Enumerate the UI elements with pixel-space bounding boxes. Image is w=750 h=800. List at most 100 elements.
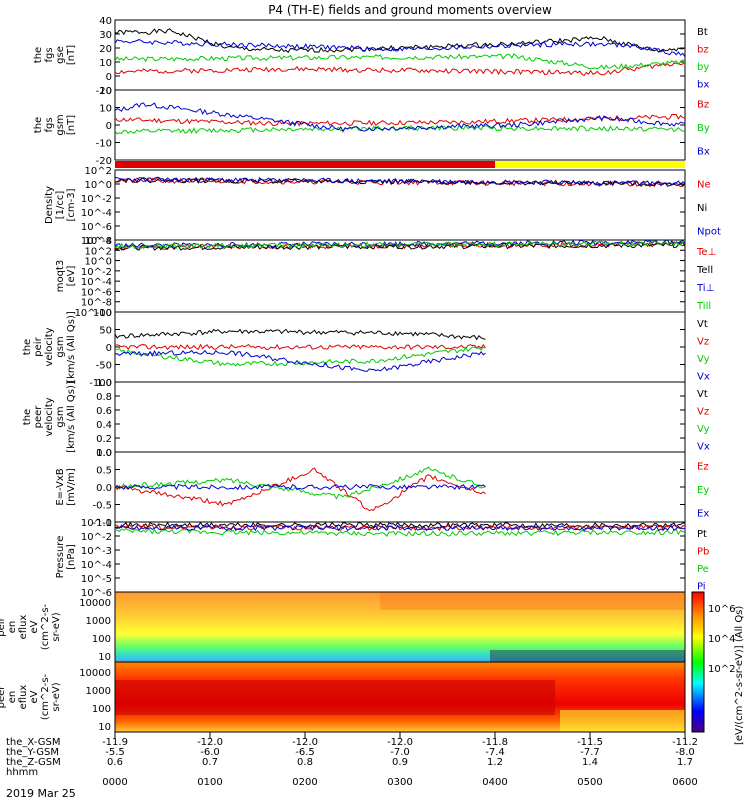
y-tick-label: 10^-2 — [81, 194, 112, 205]
legend-entry: Vy — [697, 424, 710, 435]
peir-heatmap — [115, 592, 685, 662]
legend-entry: Vx — [697, 371, 710, 382]
y-axis-title-line: gsm — [55, 406, 66, 427]
y-axis-title-line: velocity — [44, 397, 55, 436]
colorbar: 10^6 10^4 10^2 [eV/(cm^2-s-sr-eV)] (All … — [691, 591, 745, 745]
legend-entry: bx — [697, 79, 709, 90]
y-axis-title-line: E=-VxB — [55, 468, 66, 505]
y-tick-label: 10^-8 — [81, 298, 112, 309]
y-tick-label: 1.0 — [96, 378, 112, 389]
y-axis-title: Density [1/cc] [cm-3] — [44, 186, 77, 224]
peer-heatmap-cool — [560, 710, 685, 732]
panel-frame — [114, 89, 686, 161]
legend-entry: Ey — [697, 485, 709, 496]
y-tick-label: 100 — [92, 704, 111, 715]
legend-entry: Vy — [697, 354, 710, 365]
y-axis-title: Pressure [nPa] — [55, 536, 77, 579]
series-line-Pt — [114, 521, 686, 529]
x-tick-label: 0300 — [387, 777, 412, 788]
y-axis-title-line: peer — [0, 685, 7, 709]
legend-entry: Pt — [697, 529, 707, 540]
y-tick-label: 10000 — [79, 668, 111, 679]
y-axis-title-line: the — [33, 117, 44, 133]
x-row-value: -7.7 — [580, 747, 600, 758]
y-axis-title-line: eV — [29, 620, 40, 633]
x-tick-label: 0400 — [482, 777, 507, 788]
y-tick-label: 0 — [106, 121, 112, 132]
y-tick-label: 10^-1 — [81, 518, 112, 529]
spectrogram-axis: 10000 1000 100 10 thepeerenefluxeV(cm^2-s-sr… — [0, 668, 111, 733]
x-row-value: -11.2 — [672, 737, 698, 748]
y-tick-label: 10^-4 — [81, 560, 112, 571]
y-tick-label: 100 — [92, 634, 111, 645]
peer-heatmap-hot — [115, 680, 555, 715]
legend-entry: Ex — [697, 508, 709, 519]
y-tick-label: 0.0 — [96, 448, 112, 459]
series-line-Ti⊥ — [114, 239, 686, 249]
legend-entry: Te⊥ — [696, 247, 716, 258]
panel-velocity_peer: 1.0 0.8 0.6 0.4 0.2 0.0 the peer velocity gsm [km/… — [22, 378, 710, 459]
y-tick-label: 0 — [106, 72, 112, 83]
x-tick-label: 0100 — [197, 777, 222, 788]
x-axis: 0000 0100 0200 0300 0400 0500 0600 the_X-GSM -11… — [6, 732, 698, 788]
y-tick-label: 100 — [93, 308, 112, 319]
y-axis-title-line: gsm — [55, 114, 66, 135]
legend-entry: bz — [697, 44, 709, 55]
series-line-Till — [114, 240, 686, 250]
y-axis-title-line: eV — [29, 690, 40, 703]
y-axis-title-line: [cm-3] — [66, 188, 77, 221]
series-line-Te⊥ — [114, 241, 686, 251]
y-tick-label: 10 — [99, 58, 112, 69]
legend-entry: Ni — [697, 203, 707, 214]
y-axis-title-line: [mV/m] — [66, 468, 77, 506]
y-axis-title-line: the — [22, 409, 33, 425]
panel-frame — [114, 19, 686, 91]
y-tick-label: 10^-6 — [81, 588, 112, 599]
x-row-value: -11.9 — [102, 737, 128, 748]
peir-lowenergy-speckle — [490, 650, 685, 662]
y-tick-label: 20 — [99, 86, 112, 97]
legend-entry: Vx — [697, 441, 710, 452]
series-line-Ne — [115, 177, 686, 188]
x-row-value: -12.0 — [387, 737, 413, 748]
y-axis-title-line: eflux — [18, 685, 29, 710]
x-row-value: -12.0 — [292, 737, 318, 748]
panel-velocity_peir: 100 50 0 -50 -100 the peir velocity gsm [km/s (Al… — [22, 308, 710, 389]
legend-entry: Till — [696, 301, 711, 312]
series-line-Ex — [114, 483, 486, 491]
y-axis-title-line: sr-eV) — [51, 682, 62, 711]
legend-entry: Npot — [697, 226, 721, 237]
y-axis-title-line: en — [7, 621, 18, 634]
y-tick-label: 10^0 — [85, 180, 112, 191]
series-line-By — [114, 124, 686, 135]
y-tick-label: 10^-2 — [81, 532, 112, 543]
y-tick-label: 10^0 — [85, 257, 112, 268]
x-row-value: 0.8 — [297, 757, 313, 768]
y-tick-label: 10^-6 — [81, 222, 112, 233]
x-row-value: -8.0 — [675, 747, 695, 758]
panel-frame — [114, 381, 686, 453]
legend-entry: Vz — [697, 406, 709, 417]
y-axis-title-line: peer — [33, 405, 44, 429]
y-axis-title-line: (cm^2-s- — [40, 603, 51, 650]
series-line-Pe — [114, 528, 686, 537]
series-line-Ez — [114, 467, 486, 512]
legend-entry: Pb — [697, 546, 709, 557]
y-tick-label: 10 — [98, 722, 111, 733]
x-row-label: the_X-GSM — [6, 737, 60, 748]
x-tick-label: 0200 — [292, 777, 317, 788]
panel-efield: 1.0 0.5 0.0 -0.5 -1.0 E=-VxB [mV/m] Ez Ey Ex — [55, 448, 709, 529]
colorbar-tick: 10^6 — [708, 604, 735, 615]
panel-temperature: 10^410^210^010^-210^-410^-610^-810^-10mo… — [55, 236, 716, 319]
series-line-Vt — [114, 328, 486, 341]
panel-fgs_gsm: 20 10 0 -10 -20 the fgs gsm [nT] Bz By Bx — [33, 86, 710, 167]
legend-entry: Bt — [697, 27, 708, 38]
x-row-label: the_Y-GSM — [6, 747, 59, 758]
y-tick-label: -20 — [96, 156, 112, 167]
y-axis-title-line: fgs — [44, 47, 55, 62]
x-row-value: -5.5 — [105, 747, 125, 758]
legend-entry: Vz — [697, 336, 709, 347]
mode-bar-yellow — [495, 161, 685, 168]
y-axis-title-line: sr-eV) — [51, 612, 62, 641]
